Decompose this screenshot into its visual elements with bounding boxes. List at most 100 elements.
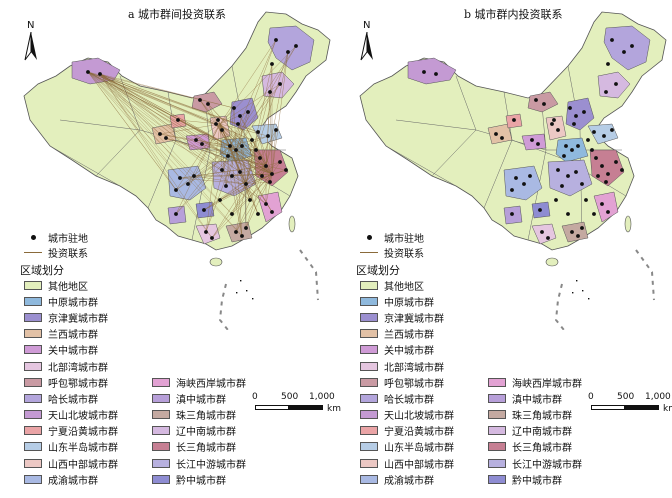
city-point — [284, 168, 288, 172]
legend-swatch — [152, 442, 170, 452]
city-point — [534, 98, 538, 102]
legend-swatch — [24, 458, 42, 468]
small-island — [572, 292, 574, 294]
city-point — [256, 130, 260, 134]
legend-swatch — [152, 377, 170, 387]
investment-link — [87, 71, 271, 183]
investment-link — [265, 51, 289, 167]
map-panel-a: a 城市群间投资联系 N 城市驻地 投资联系 区域划分 其他地区 中原城市群 京津冀… — [20, 8, 341, 487]
legend-item: 滇中城市群 — [152, 390, 246, 406]
city-point — [266, 134, 270, 138]
legend-col1-a: 其他地区 中原城市群 京津冀城市群 兰西城市群 关中城市群 北部湾城市群 呼包鄂城市群 哈长城… — [24, 277, 118, 487]
small-island — [246, 290, 248, 292]
city-point — [214, 122, 218, 126]
investment-link — [251, 139, 273, 175]
investment-link — [219, 123, 273, 213]
city-point — [270, 172, 274, 176]
legend-swatch — [24, 442, 42, 452]
legend-swatch — [152, 426, 170, 436]
city-point — [512, 118, 516, 122]
province-boundary — [49, 145, 121, 187]
city-point — [546, 236, 550, 240]
legend-item-label: 长三角城市群 — [176, 443, 236, 455]
urban-agglomeration-region — [593, 191, 619, 223]
north-arrow-icon — [24, 32, 37, 61]
legend-item: 滇中城市群 — [488, 390, 582, 406]
legend-swatch — [152, 458, 170, 468]
city-point — [566, 174, 570, 178]
legend-item: 长三角城市群 — [488, 439, 582, 455]
investment-link — [99, 73, 161, 135]
investment-link — [187, 123, 221, 185]
legend-item-label: 京津冀城市群 — [48, 313, 108, 325]
investment-link — [99, 73, 253, 141]
legend-item: 珠三角城市群 — [488, 406, 582, 422]
city-point — [202, 208, 206, 212]
legend-item-label: 辽中南城市群 — [512, 427, 572, 439]
legend-top-a: 城市驻地 投资联系 — [24, 230, 88, 260]
city-point — [542, 102, 546, 106]
map-panel-b: b 城市群内投资联系 N 城市驻地 投资联系 区域划分 其他地区 中原城市群 京津冀… — [336, 0, 672, 498]
investment-link — [205, 145, 231, 233]
north-label-b: N — [363, 20, 371, 31]
city-point — [198, 98, 202, 102]
legend-item-label: 黔中城市群 — [176, 475, 226, 487]
legend-item-label: 其他地区 — [48, 281, 88, 293]
legend-item-label: 海峡西岸城市群 — [512, 378, 582, 390]
investment-link — [219, 45, 297, 125]
city-point — [224, 184, 228, 188]
city-point — [602, 134, 606, 138]
investment-link — [229, 83, 281, 147]
legend-item: 成渝城市群 — [360, 471, 454, 487]
investment-link — [99, 73, 243, 237]
legend-item-label: 中原城市群 — [48, 297, 98, 309]
legend-item-label: 山西中部城市群 — [48, 459, 118, 471]
urban-agglomeration-region — [521, 133, 547, 151]
city-point — [244, 182, 248, 186]
legend-swatch — [24, 361, 42, 371]
investment-link — [99, 73, 241, 173]
city-point — [614, 160, 618, 164]
legend-item-label: 辽中南城市群 — [176, 427, 236, 439]
legend-item: 珠三角城市群 — [152, 406, 246, 422]
investment-link — [233, 107, 237, 151]
legend-swatch — [24, 474, 42, 484]
legend-swatch — [360, 474, 378, 484]
city-point — [576, 234, 580, 238]
legend-swatch — [360, 442, 378, 452]
city-point — [240, 234, 244, 238]
city-point — [554, 198, 558, 202]
legend-swatch — [488, 474, 506, 484]
city-point — [238, 114, 242, 118]
investment-link — [265, 165, 287, 171]
investment-link — [87, 71, 273, 175]
city-point — [522, 182, 526, 186]
city-point — [552, 118, 556, 122]
legend-item-label: 宁夏沿黄城市群 — [384, 427, 454, 439]
legend-item: 辽中南城市群 — [152, 423, 246, 439]
legend-swatch — [488, 426, 506, 436]
investment-link — [229, 145, 257, 151]
city-point — [248, 198, 252, 202]
urban-agglomeration-region — [527, 91, 559, 113]
legend-swatch — [360, 426, 378, 436]
city-point — [294, 44, 298, 48]
investment-link — [205, 149, 237, 233]
legend-swatch — [152, 393, 170, 403]
city-point — [238, 170, 242, 174]
investment-link — [99, 73, 213, 239]
legend-item: 关中城市群 — [360, 342, 454, 358]
investment-link — [87, 71, 181, 179]
investment-link — [87, 71, 233, 215]
city-point — [580, 226, 584, 230]
city-point — [246, 110, 250, 114]
city-point — [550, 122, 554, 126]
legend-item-label: 珠三角城市群 — [512, 410, 572, 422]
legend-swatch — [360, 329, 378, 339]
city-point — [570, 230, 574, 234]
city-point — [220, 128, 224, 132]
city-point — [596, 174, 600, 178]
investment-link — [159, 133, 237, 151]
investment-link — [175, 145, 231, 215]
legend-swatch — [488, 409, 506, 419]
